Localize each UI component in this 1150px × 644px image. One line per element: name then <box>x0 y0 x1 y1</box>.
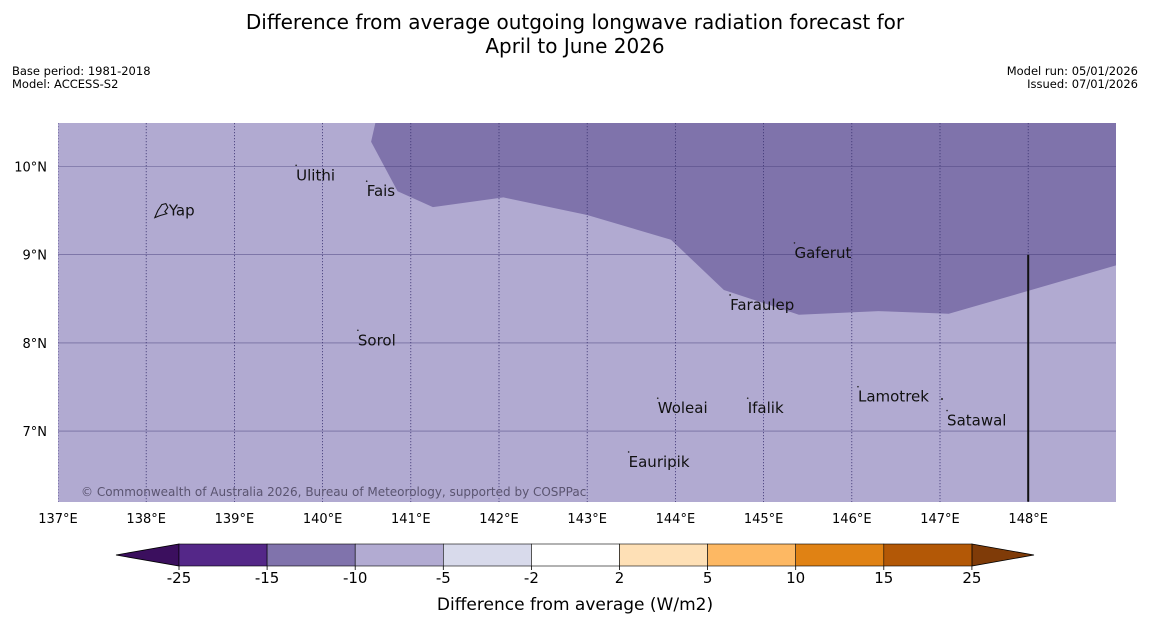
place-labels: Ulithi Fais Gaferut Faraulep Sorol Woleai Ifal… <box>295 164 1006 471</box>
latitude-label: 10°N <box>14 161 47 176</box>
colorbar-extend-low <box>115 543 180 567</box>
longitude-label: 140°E <box>303 512 343 527</box>
chart-title-line-2: April to June 2026 <box>485 34 665 58</box>
place-label-satawal: Satawal <box>947 412 1006 430</box>
latitude-label: 7°N <box>23 425 48 440</box>
colorbar-label: Difference from average (W/m2) <box>437 595 713 615</box>
place-label-ifalik: Ifalik <box>748 399 784 417</box>
colorbar-tick-label: -10 <box>343 569 368 587</box>
colorbar-tick-label: 25 <box>962 569 981 587</box>
colorbar-tick-label: 5 <box>703 569 713 587</box>
model-name-text: Model: ACCESS-S2 <box>12 77 119 91</box>
colorbar-bin <box>442 543 532 567</box>
place-label-sorol: Sorol <box>358 331 396 349</box>
latitude-label: 8°N <box>23 337 48 352</box>
longitude-label: 139°E <box>215 512 255 527</box>
colorbar-bin <box>531 543 620 567</box>
island-marker <box>857 385 859 388</box>
longitude-label: 143°E <box>567 512 607 527</box>
colorbar-tick-label: -5 <box>436 569 451 587</box>
place-label-faraulep: Faraulep <box>730 296 794 314</box>
longitude-label: 141°E <box>391 512 431 527</box>
island-marker <box>746 397 749 399</box>
island-marker <box>357 329 359 332</box>
base-period-text: Base period: 1981-2018 <box>12 64 151 78</box>
latitude-tick-labels: 10°N 9°N 8°N 7°N <box>14 161 47 441</box>
island-marker <box>365 180 368 182</box>
longitude-label: 138°E <box>126 512 166 527</box>
island-marker <box>627 451 630 453</box>
colorbar-bin <box>795 543 885 567</box>
place-label-eauripik: Eauripik <box>629 453 690 471</box>
model-run-text: Model run: 05/01/2026 <box>1006 64 1138 78</box>
colorbar-bin <box>354 543 444 567</box>
island-marker <box>729 294 731 296</box>
place-label-gaferut: Gaferut <box>794 244 851 262</box>
copyright-notice: © Commonwealth of Australia 2026, Bureau… <box>81 485 586 499</box>
island-marker <box>656 397 659 399</box>
colorbar-tick-label: 10 <box>786 569 805 587</box>
island-marker <box>946 409 948 412</box>
island-marker <box>295 164 297 167</box>
longitude-label: 137°E <box>38 512 78 527</box>
colorbar-tick-label: 15 <box>874 569 893 587</box>
longitude-label: 142°E <box>479 512 519 527</box>
longitude-label: 148°E <box>1008 512 1048 527</box>
colorbar-tick-label: -2 <box>524 569 539 587</box>
colorbar: -25 -15 -10 -5 -2 2 5 10 15 25 Difference from av… <box>115 543 1035 615</box>
colorbar-tick-label: -25 <box>167 569 192 587</box>
colorbar-bin <box>883 543 973 567</box>
colorbar-tick-label: -15 <box>255 569 280 587</box>
colorbar-bin <box>266 543 356 567</box>
colorbar-bin <box>178 543 268 567</box>
colorbar-bin <box>619 543 708 567</box>
yap-island-shape <box>153 202 169 219</box>
forecast-map: Ulithi Fais Gaferut Faraulep Sorol Woleai Ifal… <box>14 123 1116 527</box>
graticule <box>58 123 1116 502</box>
place-label-ulithi: Ulithi <box>296 166 335 184</box>
longitude-label: 147°E <box>920 512 960 527</box>
chart-title-line-1: Difference from average outgoing longwav… <box>245 10 905 34</box>
anomaly-region-minus15-to-minus10 <box>371 123 1116 315</box>
longitude-label: 146°E <box>832 512 872 527</box>
colorbar-bins <box>115 543 1035 567</box>
colorbar-tick-label: 2 <box>615 569 625 587</box>
place-label-fais: Fais <box>367 182 396 200</box>
issued-date-text: Issued: 07/01/2026 <box>1027 77 1138 91</box>
colorbar-bin <box>707 543 796 567</box>
place-label-lamotrek: Lamotrek <box>858 388 929 406</box>
longitude-label: 144°E <box>656 512 696 527</box>
island-marker <box>793 242 796 244</box>
longitude-label: 145°E <box>744 512 784 527</box>
place-label-yap: Yap <box>168 202 195 220</box>
island-marker <box>941 398 943 400</box>
metadata-right: Model run: 05/01/2026 Issued: 07/01/2026 <box>1007 65 1138 91</box>
yap-island-outline: Yap <box>153 202 195 220</box>
colorbar-extend-high <box>971 543 1035 567</box>
longitude-tick-labels: 137°E 138°E 139°E 140°E 141°E 142°E 143°E 144°E… <box>38 512 1048 527</box>
place-label-woleai: Woleai <box>658 399 708 417</box>
metadata-left: Base period: 1981-2018 Model: ACCESS-S2 <box>12 65 151 91</box>
colorbar-tick-labels: -25 -15 -10 -5 -2 2 5 10 15 25 <box>167 566 981 587</box>
latitude-label: 9°N <box>23 249 48 264</box>
